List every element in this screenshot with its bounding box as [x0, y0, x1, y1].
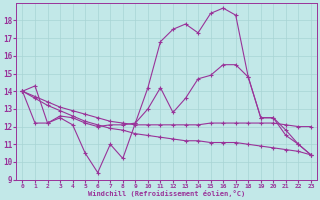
X-axis label: Windchill (Refroidissement éolien,°C): Windchill (Refroidissement éolien,°C) [88, 190, 245, 197]
